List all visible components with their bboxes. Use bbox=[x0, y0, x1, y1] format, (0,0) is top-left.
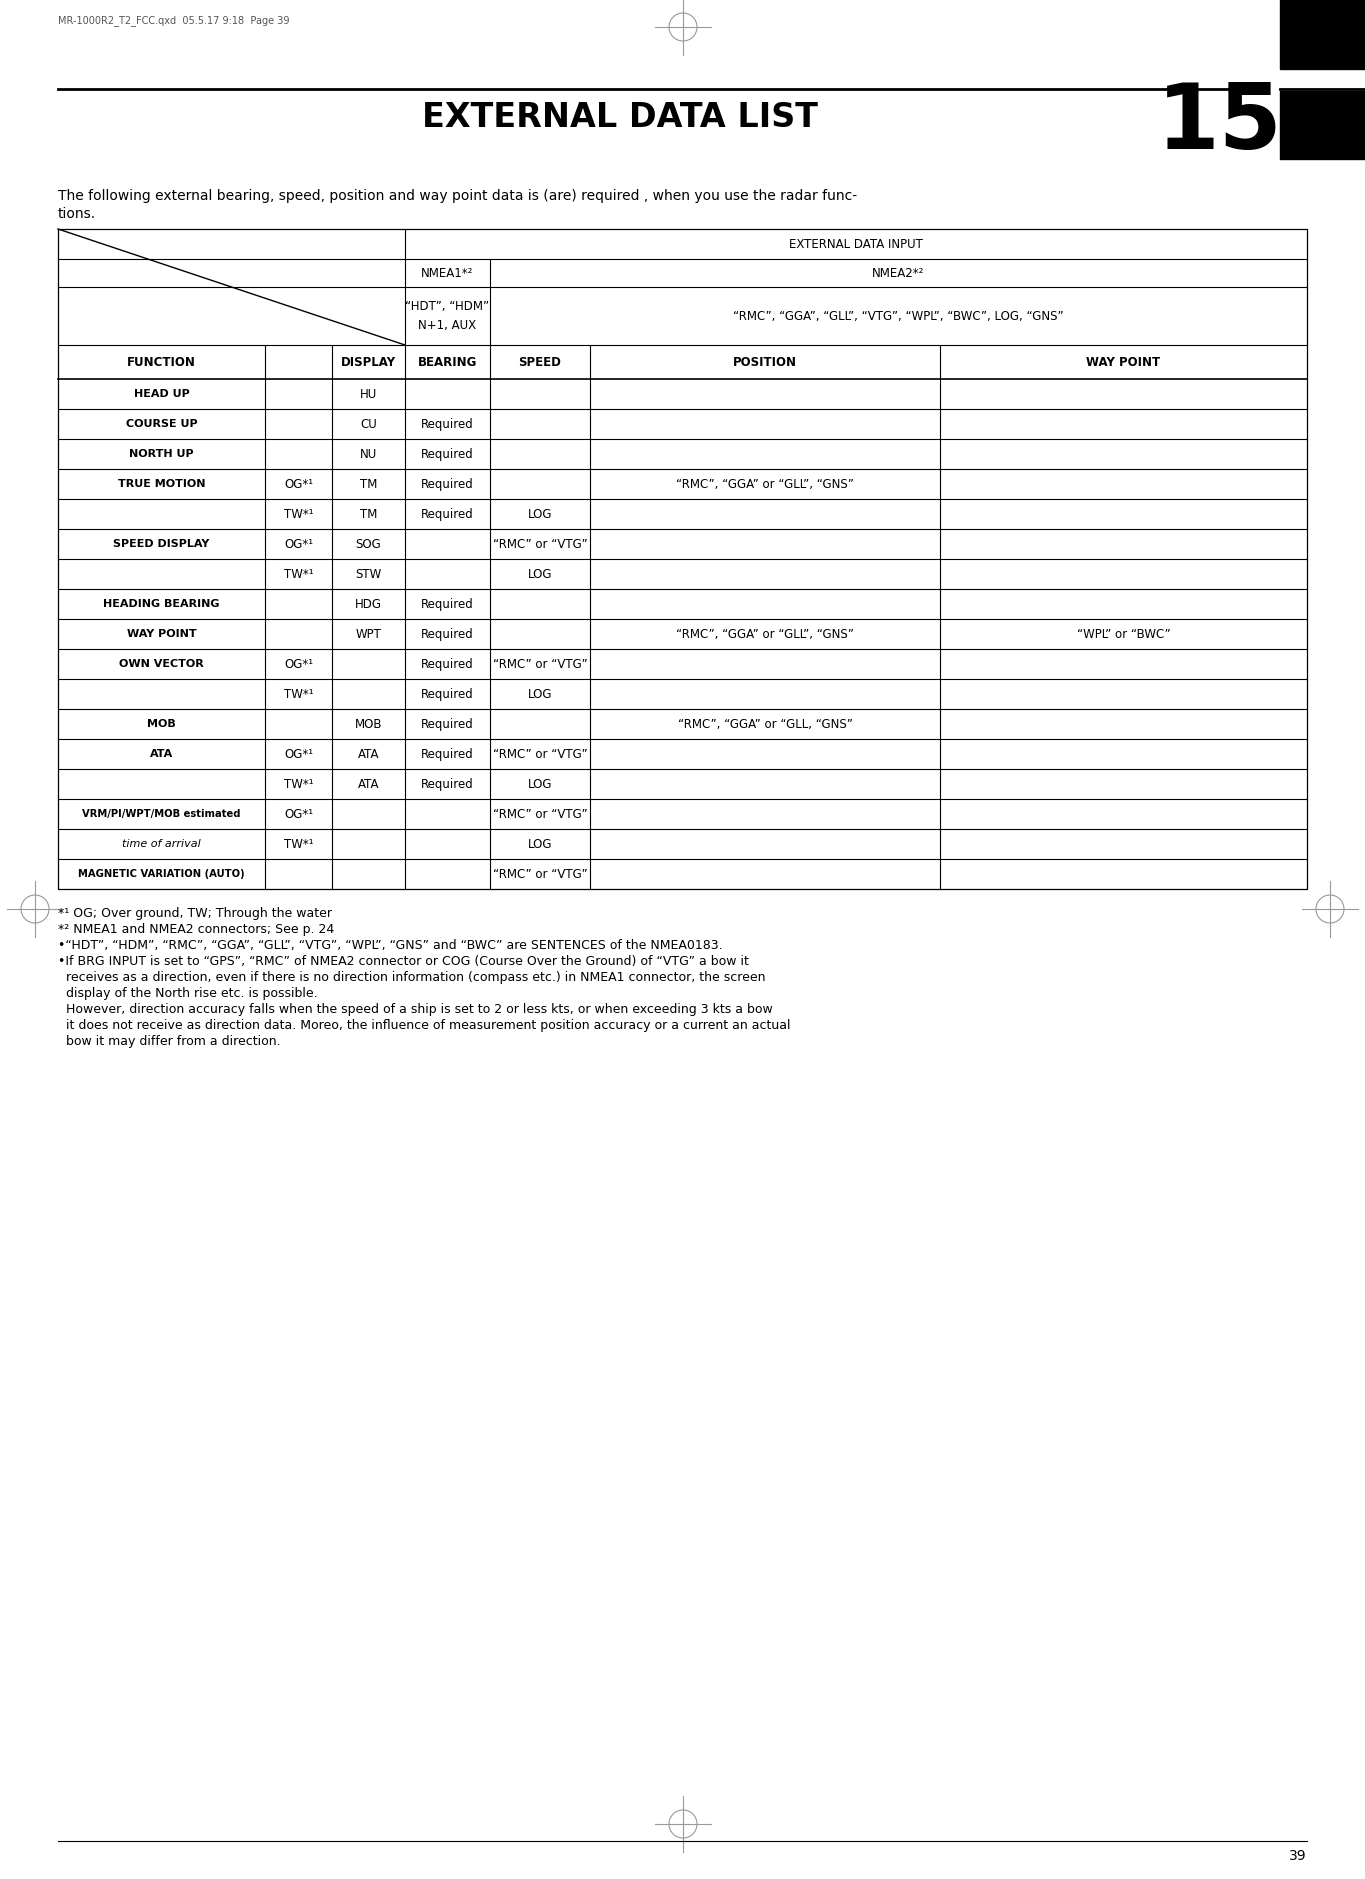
Text: Required: Required bbox=[422, 628, 474, 641]
Text: Required: Required bbox=[422, 718, 474, 731]
Text: WAY POINT: WAY POINT bbox=[127, 629, 197, 639]
Text: VRM/PI/WPT/MOB estimated: VRM/PI/WPT/MOB estimated bbox=[82, 810, 240, 819]
Text: TW*¹: TW*¹ bbox=[284, 688, 314, 701]
Text: TW*¹: TW*¹ bbox=[284, 778, 314, 791]
Text: SOG: SOG bbox=[356, 537, 381, 551]
Text: tions.: tions. bbox=[57, 207, 96, 222]
Text: Required: Required bbox=[422, 417, 474, 430]
Text: Required: Required bbox=[422, 688, 474, 701]
Text: FUNCTION: FUNCTION bbox=[127, 355, 197, 368]
Text: MOB: MOB bbox=[147, 720, 176, 729]
Text: OWN VECTOR: OWN VECTOR bbox=[119, 660, 203, 669]
Text: *¹ OG; Over ground, TW; Through the water: *¹ OG; Over ground, TW; Through the wate… bbox=[57, 908, 332, 921]
Text: NORTH UP: NORTH UP bbox=[130, 449, 194, 458]
Text: NMEA2*²: NMEA2*² bbox=[872, 267, 924, 280]
Text: OG*¹: OG*¹ bbox=[284, 477, 313, 490]
Text: “RMC”, “GGA” or “GLL”, “GNS”: “RMC”, “GGA” or “GLL”, “GNS” bbox=[676, 477, 854, 490]
Text: “RMC”, “GGA” or “GLL”, “GNS”: “RMC”, “GGA” or “GLL”, “GNS” bbox=[676, 628, 854, 641]
Text: Required: Required bbox=[422, 748, 474, 761]
Text: MR-1000R2_T2_FCC.qxd  05.5.17 9:18  Page 39: MR-1000R2_T2_FCC.qxd 05.5.17 9:18 Page 3… bbox=[57, 15, 289, 26]
Text: 39: 39 bbox=[1290, 1849, 1308, 1862]
Text: HEAD UP: HEAD UP bbox=[134, 389, 190, 398]
Text: “RMC”, “GGA” or “GLL, “GNS”: “RMC”, “GGA” or “GLL, “GNS” bbox=[677, 718, 852, 731]
Text: MOB: MOB bbox=[355, 718, 382, 731]
Text: TRUE MOTION: TRUE MOTION bbox=[117, 479, 205, 489]
Text: COURSE UP: COURSE UP bbox=[126, 419, 198, 428]
Text: HU: HU bbox=[360, 387, 377, 400]
Text: OG*¹: OG*¹ bbox=[284, 537, 313, 551]
Text: SPEED: SPEED bbox=[519, 355, 561, 368]
Text: *² NMEA1 and NMEA2 connectors; See p. 24: *² NMEA1 and NMEA2 connectors; See p. 24 bbox=[57, 923, 334, 936]
Text: WPT: WPT bbox=[355, 628, 381, 641]
Text: LOG: LOG bbox=[528, 507, 553, 520]
Text: 15: 15 bbox=[1158, 81, 1283, 167]
Text: Required: Required bbox=[422, 477, 474, 490]
Text: The following external bearing, speed, position and way point data is (are) requ: The following external bearing, speed, p… bbox=[57, 190, 857, 203]
Text: BEARING: BEARING bbox=[418, 355, 478, 368]
Text: POSITION: POSITION bbox=[733, 355, 797, 368]
Text: Required: Required bbox=[422, 598, 474, 611]
Text: display of the North rise etc. is possible.: display of the North rise etc. is possib… bbox=[57, 986, 318, 1000]
Text: HDG: HDG bbox=[355, 598, 382, 611]
Text: “RMC” or “VTG”: “RMC” or “VTG” bbox=[493, 658, 587, 671]
Text: TM: TM bbox=[360, 477, 377, 490]
Text: DISPLAY: DISPLAY bbox=[341, 355, 396, 368]
Bar bbox=[1280, 0, 1365, 70]
Text: HEADING BEARING: HEADING BEARING bbox=[104, 599, 220, 609]
Text: LOG: LOG bbox=[528, 567, 553, 581]
Text: OG*¹: OG*¹ bbox=[284, 658, 313, 671]
Text: Required: Required bbox=[422, 507, 474, 520]
Text: NMEA1*²: NMEA1*² bbox=[422, 267, 474, 280]
Text: EXTERNAL DATA LIST: EXTERNAL DATA LIST bbox=[422, 100, 818, 133]
Text: “RMC” or “VTG”: “RMC” or “VTG” bbox=[493, 537, 587, 551]
Text: “RMC”, “GGA”, “GLL”, “VTG”, “WPL”, “BWC”, LOG, “GNS”: “RMC”, “GGA”, “GLL”, “VTG”, “WPL”, “BWC”… bbox=[733, 310, 1063, 323]
Text: •“HDT”, “HDM”, “RMC”, “GGA”, “GLL”, “VTG”, “WPL”, “GNS” and “BWC” are SENTENCES : •“HDT”, “HDM”, “RMC”, “GGA”, “GLL”, “VTG… bbox=[57, 940, 722, 953]
Text: NU: NU bbox=[360, 447, 377, 460]
Text: LOG: LOG bbox=[528, 688, 553, 701]
Text: receives as a direction, even if there is no direction information (compass etc.: receives as a direction, even if there i… bbox=[57, 971, 766, 985]
Text: “WPL” or “BWC”: “WPL” or “BWC” bbox=[1077, 628, 1170, 641]
Text: ATA: ATA bbox=[358, 778, 379, 791]
Text: time of arrival: time of arrival bbox=[121, 840, 201, 849]
Text: LOG: LOG bbox=[528, 838, 553, 851]
Text: LOG: LOG bbox=[528, 778, 553, 791]
Text: TW*¹: TW*¹ bbox=[284, 567, 314, 581]
Text: MAGNETIC VARIATION (AUTO): MAGNETIC VARIATION (AUTO) bbox=[78, 868, 244, 879]
Text: ATA: ATA bbox=[358, 748, 379, 761]
Text: OG*¹: OG*¹ bbox=[284, 808, 313, 821]
Text: TW*¹: TW*¹ bbox=[284, 838, 314, 851]
Text: Required: Required bbox=[422, 447, 474, 460]
Bar bbox=[1280, 90, 1365, 160]
Text: Required: Required bbox=[422, 778, 474, 791]
Text: ATA: ATA bbox=[150, 750, 173, 759]
Text: TW*¹: TW*¹ bbox=[284, 507, 314, 520]
Text: “RMC” or “VTG”: “RMC” or “VTG” bbox=[493, 748, 587, 761]
Text: •If BRG INPUT is set to “GPS”, “RMC” of NMEA2 connector or COG (Course Over the : •If BRG INPUT is set to “GPS”, “RMC” of … bbox=[57, 955, 749, 968]
Text: it does not receive as direction data. Moreo, the inﬂuence of measurement positi: it does not receive as direction data. M… bbox=[57, 1018, 790, 1032]
Text: “HDT”, “HDM”
N+1, AUX: “HDT”, “HDM” N+1, AUX bbox=[405, 301, 490, 333]
Text: WAY POINT: WAY POINT bbox=[1087, 355, 1160, 368]
Text: However, direction accuracy falls when the speed of a ship is set to 2 or less k: However, direction accuracy falls when t… bbox=[57, 1003, 773, 1017]
Text: STW: STW bbox=[355, 567, 382, 581]
Text: TM: TM bbox=[360, 507, 377, 520]
Text: CU: CU bbox=[360, 417, 377, 430]
Text: OG*¹: OG*¹ bbox=[284, 748, 313, 761]
Text: SPEED DISPLAY: SPEED DISPLAY bbox=[113, 539, 210, 549]
Text: “RMC” or “VTG”: “RMC” or “VTG” bbox=[493, 808, 587, 821]
Text: EXTERNAL DATA INPUT: EXTERNAL DATA INPUT bbox=[789, 237, 923, 250]
Text: “RMC” or “VTG”: “RMC” or “VTG” bbox=[493, 868, 587, 881]
Text: bow it may differ from a direction.: bow it may differ from a direction. bbox=[57, 1035, 281, 1048]
Text: Required: Required bbox=[422, 658, 474, 671]
